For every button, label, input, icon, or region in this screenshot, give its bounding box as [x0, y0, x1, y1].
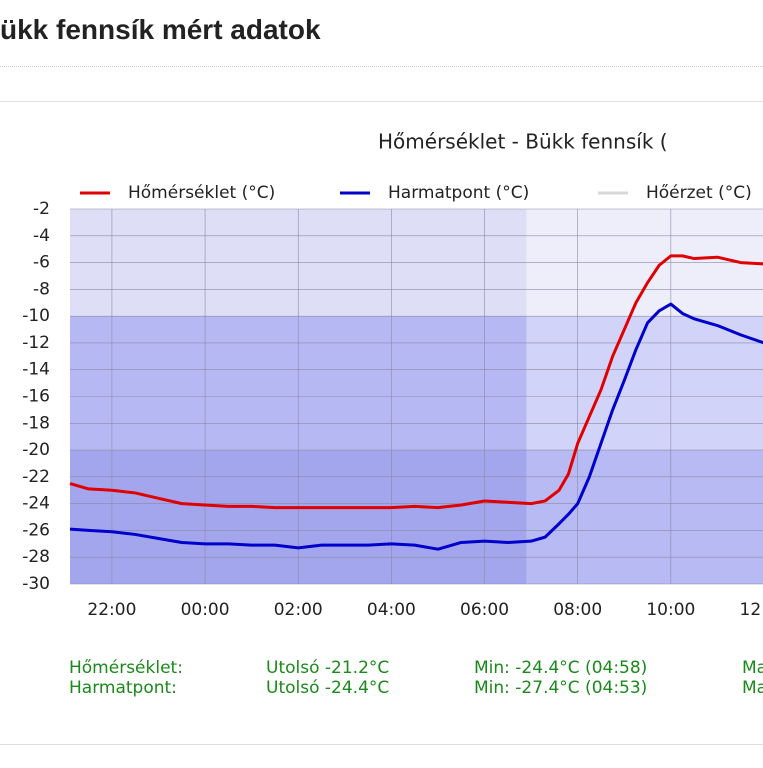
page-title: ükk fennsík mért adatok: [0, 14, 321, 45]
y-tick-label: -22: [22, 467, 50, 487]
x-tick-label: 10:00: [646, 600, 695, 620]
legend-label: Hőérzet (°C): [646, 183, 752, 203]
series-line: [69, 254, 763, 510]
stat-text: Hőmérséklet:: [69, 658, 183, 678]
y-tick-label: -2: [33, 199, 50, 219]
y-tick-label: -14: [22, 360, 50, 380]
stat-text: Min: -24.4°C (04:58): [474, 658, 647, 678]
y-tick-label: -20: [22, 440, 50, 460]
x-tick-label: 02:00: [274, 600, 323, 620]
card: [0, 101, 763, 745]
stat-text: Utolsó -21.2°C: [266, 658, 389, 678]
chart-title: Hőmérséklet - Bükk fennsík (: [378, 130, 668, 154]
y-tick-label: -12: [22, 333, 50, 353]
stat-text: Min: -27.4°C (04:53): [474, 678, 647, 698]
stat-text: Utolsó -24.4°C: [266, 678, 389, 698]
stat-text: Harmatpont:: [69, 678, 177, 698]
legend-label: Hőmérséklet (°C): [128, 183, 275, 203]
y-tick-label: -26: [22, 520, 50, 540]
x-tick-label: 12:00: [740, 600, 763, 620]
x-tick-label: 08:00: [553, 600, 602, 620]
y-tick-label: -30: [22, 574, 50, 594]
legend-label: Harmatpont (°C): [388, 183, 529, 203]
y-tick-label: -28: [22, 547, 50, 567]
y-tick-label: -8: [33, 279, 50, 299]
series-line: [69, 302, 763, 551]
stat-text: Ma: [742, 658, 763, 678]
divider: [0, 66, 763, 67]
day-band: [526, 450, 763, 584]
day-band: [526, 316, 763, 451]
x-tick-label: 04:00: [367, 600, 416, 620]
y-tick-label: -16: [22, 387, 50, 407]
y-tick-label: -10: [22, 306, 50, 326]
y-tick-label: -18: [22, 413, 50, 433]
stat-text: Ma: [742, 678, 763, 698]
y-tick-label: -24: [22, 494, 50, 514]
y-tick-label: -6: [33, 253, 50, 273]
x-tick-label: 22:00: [87, 600, 136, 620]
x-tick-label: 06:00: [460, 600, 509, 620]
y-tick-label: -4: [33, 226, 50, 246]
x-tick-label: 00:00: [181, 600, 230, 620]
